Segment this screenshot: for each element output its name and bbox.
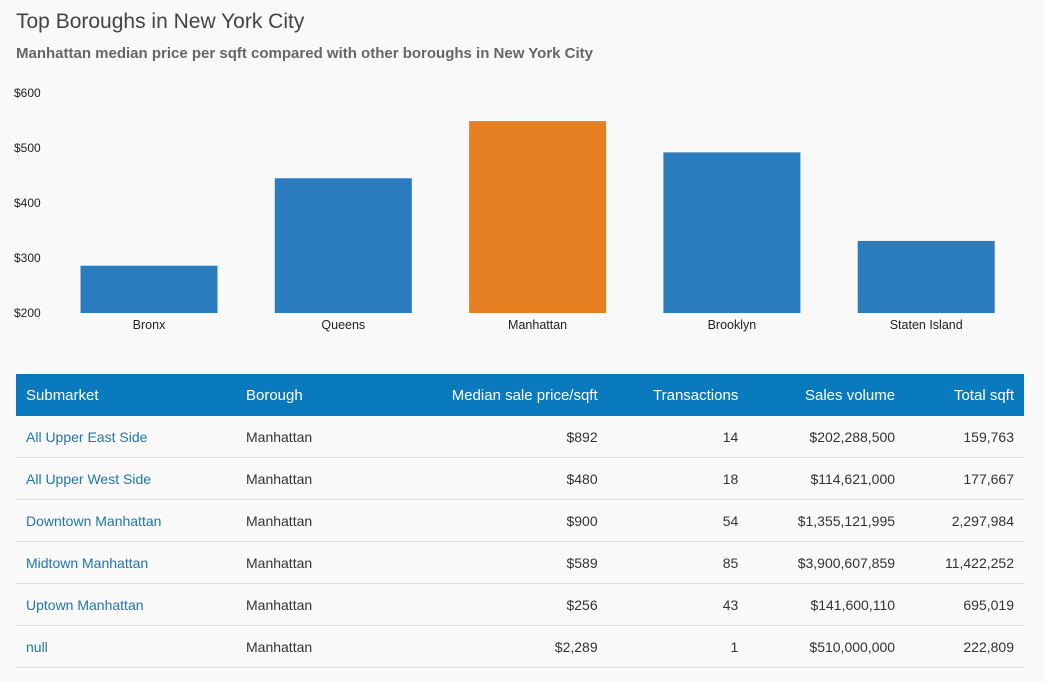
y-tick-label: $600	[14, 86, 41, 100]
bar-queens[interactable]	[274, 178, 412, 313]
cell-transactions: 54	[607, 499, 749, 542]
y-tick-label: $400	[14, 196, 41, 210]
x-tick-label: Staten Island	[890, 318, 963, 332]
x-tick-label: Brooklyn	[708, 318, 757, 332]
cell-median-price: $480	[386, 457, 608, 500]
table-row: All Upper West Side Manhattan $480 18 $114,6…	[16, 457, 1024, 500]
cell-borough: Manhattan	[236, 625, 386, 668]
chart-subtitle: Manhattan median price per sqft compared…	[16, 45, 594, 62]
submarket-link[interactable]: Uptown Manhattan	[26, 596, 144, 613]
header-submarket[interactable]: Submarket	[26, 386, 99, 404]
header-median-price[interactable]: Median sale price/sqft	[451, 386, 598, 404]
cell-sales-volume: $1,355,121,995	[748, 499, 906, 542]
cell-borough: Manhattan	[236, 499, 386, 542]
cell-median-price: $892	[386, 416, 608, 458]
submarket-link[interactable]: null	[26, 638, 48, 655]
cell-submarket[interactable]: Midtown Manhattan	[16, 541, 236, 584]
y-tick-label: $300	[14, 251, 41, 265]
submarket-table-container: Submarket Borough Median sale price/sqft…	[16, 374, 1024, 668]
header-total-sqft[interactable]: Total sqft	[953, 386, 1014, 404]
submarket-table: Submarket Borough Median sale price/sqft…	[16, 374, 1024, 668]
cell-sales-volume: $202,288,500	[748, 416, 906, 458]
submarket-link[interactable]: Downtown Manhattan	[26, 512, 162, 529]
cell-total-sqft: 695,019	[905, 583, 1024, 626]
cell-sales-volume: $3,900,607,859	[748, 541, 906, 584]
table-row: All Upper East Side Manhattan $892 14 $202,2…	[16, 416, 1024, 458]
header-sales-volume[interactable]: Sales volume	[805, 386, 896, 404]
cell-sales-volume: $510,000,000	[748, 625, 906, 668]
submarket-link[interactable]: All Upper West Side	[26, 470, 152, 487]
cell-median-price: $256	[386, 583, 608, 626]
cell-transactions: 14	[607, 416, 749, 458]
cell-sales-volume: $141,600,110	[748, 583, 906, 626]
cell-median-price: $2,289	[386, 625, 608, 668]
cell-total-sqft: 2,297,984	[905, 499, 1024, 542]
header-borough[interactable]: Borough	[246, 386, 303, 404]
cell-total-sqft: 11,422,252	[905, 541, 1024, 584]
cell-sales-volume: $114,621,000	[748, 457, 906, 500]
x-tick-label: Bronx	[133, 318, 166, 332]
cell-submarket[interactable]: null	[16, 625, 236, 668]
cell-total-sqft: 222,809	[905, 625, 1024, 668]
submarket-link[interactable]: Midtown Manhattan	[26, 554, 149, 571]
cell-median-price: $900	[386, 499, 608, 542]
bar-chart: $200 $300 $400 $500 $600 Bronx Queens Manhattan…	[14, 86, 995, 332]
cell-borough: Manhattan	[236, 541, 386, 584]
cell-submarket[interactable]: All Upper East Side	[16, 416, 236, 458]
cell-median-price: $589	[386, 541, 608, 584]
table-header-row: Submarket Borough Median sale price/sqft…	[16, 374, 1024, 416]
table-row: null Manhattan $2,289 1 $510,000,000 222,809	[16, 625, 1024, 668]
y-tick-label: $200	[14, 306, 41, 320]
cell-transactions: 18	[607, 457, 749, 500]
cell-submarket[interactable]: Downtown Manhattan	[16, 499, 236, 542]
table-row: Midtown Manhattan Manhattan $589 85 $3,900,6…	[16, 541, 1024, 584]
x-tick-label: Manhattan	[508, 318, 567, 332]
cell-total-sqft: 159,763	[905, 416, 1024, 458]
bar-manhattan[interactable]	[469, 121, 607, 313]
cell-transactions: 1	[607, 625, 749, 668]
cell-submarket[interactable]: Uptown Manhattan	[16, 583, 236, 626]
bar-bronx[interactable]	[80, 265, 218, 313]
cell-borough: Manhattan	[236, 416, 386, 458]
bar-staten-island[interactable]	[857, 240, 995, 313]
y-tick-label: $500	[14, 141, 41, 155]
cell-borough: Manhattan	[236, 583, 386, 626]
chart-title: Top Boroughs in New York City	[16, 10, 305, 33]
header-transactions[interactable]: Transactions	[653, 386, 739, 404]
submarket-link[interactable]: All Upper East Side	[26, 428, 148, 445]
table-row: Uptown Manhattan Manhattan $256 43 $141,600,…	[16, 583, 1024, 626]
cell-transactions: 43	[607, 583, 749, 626]
cell-total-sqft: 177,667	[905, 457, 1024, 500]
cell-transactions: 85	[607, 541, 749, 584]
x-tick-label: Queens	[321, 318, 365, 332]
cell-submarket[interactable]: All Upper West Side	[16, 457, 236, 500]
cell-borough: Manhattan	[236, 457, 386, 500]
table-row: Downtown Manhattan Manhattan $900 54 $1,355,…	[16, 499, 1024, 542]
bar-brooklyn[interactable]	[663, 152, 801, 313]
